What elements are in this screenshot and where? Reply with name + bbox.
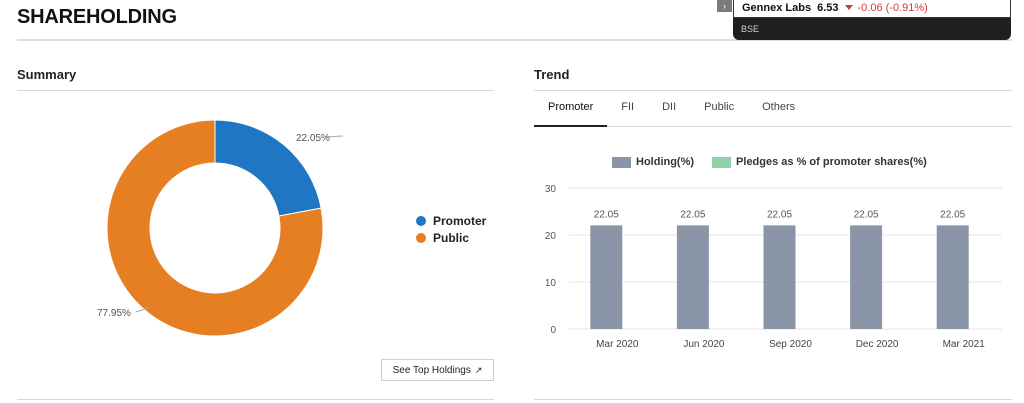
holding-bar[interactable] <box>590 225 623 329</box>
title-divider <box>17 39 1012 41</box>
see-top-holdings-button[interactable]: See Top Holdings ↗ <box>381 359 494 381</box>
ticker-collapse-button[interactable]: › <box>717 0 732 12</box>
pledges-swatch-icon <box>712 156 732 168</box>
summary-divider <box>17 90 494 91</box>
bar-data-label: 22.05 <box>680 209 705 220</box>
trend-divider <box>534 90 1012 91</box>
y-tick-label: 0 <box>550 325 556 336</box>
ticker-exchange: BSE <box>741 24 760 34</box>
legend-item-pledges[interactable]: Pledges as % of promoter shares(%) <box>712 156 927 168</box>
promoter-dot-icon <box>416 215 426 226</box>
y-tick-label: 30 <box>545 184 557 195</box>
ticker-stock-name[interactable]: Gennex Labs <box>742 1 812 14</box>
y-tick-label: 20 <box>545 231 557 242</box>
ticker-quote-row[interactable]: Gennex Labs 6.53 -0.06 (-0.91%) <box>733 0 1011 18</box>
tab-dii[interactable]: DII <box>662 101 677 113</box>
promoter-holding-bar-chart: 0 10 20 30 22.05 Mar 2020 22.05 Jun 2020 22.05 Se… <box>545 184 1002 350</box>
donut-label-promoter: 22.05% <box>296 133 330 144</box>
tab-others[interactable]: Others <box>762 101 796 113</box>
bar-data-label: 22.05 <box>940 209 965 220</box>
public-dot-icon <box>416 232 426 243</box>
legend-item-holding[interactable]: Holding(%) <box>612 156 694 168</box>
holding-bar[interactable] <box>763 225 796 329</box>
legend-item-promoter[interactable]: Promoter <box>416 212 486 229</box>
donut-legend: Promoter Public <box>416 212 486 246</box>
top-holdings-label: See Top Holdings <box>392 364 471 376</box>
tab-public[interactable]: Public <box>704 101 735 113</box>
summary-bottom-divider <box>17 399 494 400</box>
summary-heading: Summary <box>17 67 77 82</box>
holding-bar[interactable] <box>676 225 709 329</box>
trend-heading: Trend <box>534 67 570 82</box>
ticker-change: -0.06 (-0.91%) <box>857 1 928 14</box>
x-tick-label: Sep 2020 <box>769 339 812 350</box>
legend-label: Promoter <box>433 213 487 228</box>
trend-tabs: Promoter FII DII Public Others <box>534 90 1012 127</box>
y-tick-label: 10 <box>545 278 557 289</box>
tab-promoter[interactable]: Promoter <box>534 90 608 127</box>
down-arrow-icon <box>844 5 853 10</box>
x-tick-label: Mar 2020 <box>596 339 639 350</box>
legend-label: Public <box>433 230 470 245</box>
bar-chart-legend: Holding(%) Pledges as % of promoter shar… <box>612 156 945 168</box>
holding-bar[interactable] <box>850 225 883 329</box>
x-tick-label: Dec 2020 <box>856 339 899 350</box>
donut-label-public: 77.95% <box>97 308 131 319</box>
promoter-label-leader <box>324 135 344 138</box>
legend-item-public[interactable]: Public <box>416 229 486 246</box>
holding-bar[interactable] <box>936 225 969 329</box>
donut-slice-public[interactable] <box>106 119 324 337</box>
bar-data-label: 22.05 <box>594 209 619 220</box>
shareholding-donut-chart: 22.05% 77.95% <box>97 119 344 337</box>
bar-data-label: 22.05 <box>767 209 792 220</box>
legend-label: Pledges as % of promoter shares(%) <box>736 156 927 168</box>
x-tick-label: Mar 2021 <box>943 339 986 350</box>
external-link-icon: ↗ <box>474 364 483 375</box>
legend-label: Holding(%) <box>636 156 695 168</box>
public-label-leader <box>135 307 149 313</box>
x-tick-label: Jun 2020 <box>683 339 725 350</box>
bar-data-label: 22.05 <box>854 209 879 220</box>
stock-ticker-popup: Gennex Labs 6.53 -0.06 (-0.91%) BSE <box>733 0 1011 40</box>
ticker-price: 6.53 <box>817 1 839 14</box>
holding-swatch-icon <box>612 156 631 168</box>
tab-fii[interactable]: FII <box>621 101 635 113</box>
trend-bottom-divider <box>534 399 1012 400</box>
page-title: SHAREHOLDING <box>17 6 177 28</box>
